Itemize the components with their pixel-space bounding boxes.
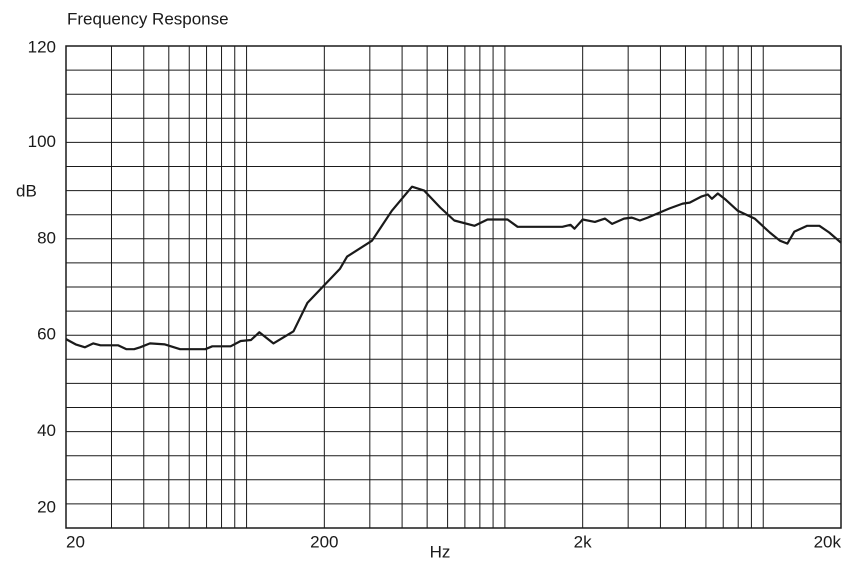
x-tick-label: 20: [66, 532, 85, 551]
y-tick-label: 20: [37, 497, 56, 516]
y-tick-label: 120: [28, 37, 56, 56]
x-tick-label: 200: [310, 532, 338, 551]
y-axis-label: dB: [16, 181, 37, 200]
y-tick-label: 80: [37, 228, 56, 247]
y-tick-label: 60: [37, 325, 56, 344]
x-axis-label: Hz: [430, 542, 451, 561]
x-tick-label: 20k: [814, 532, 842, 551]
line-series: [65, 185, 842, 351]
x-tick-label: 2k: [574, 532, 592, 551]
y-tick-label: 40: [37, 421, 56, 440]
chart-title: Frequency Response: [67, 9, 229, 28]
y-tick-label: 100: [28, 132, 56, 151]
